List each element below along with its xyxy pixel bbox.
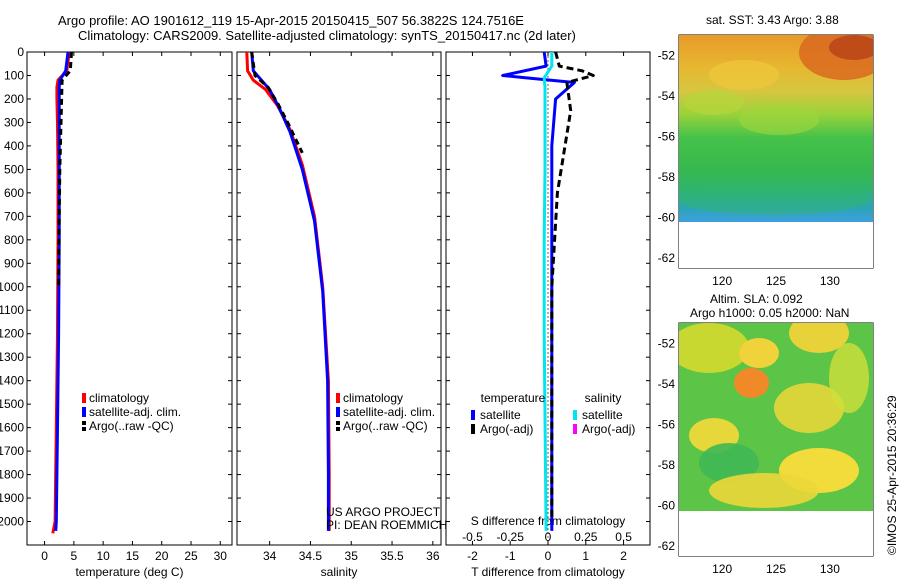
legend-label: climatology bbox=[89, 391, 149, 405]
y-tick-label: 0 bbox=[17, 45, 24, 59]
legend-label: Argo(-adj) bbox=[480, 422, 533, 436]
series-line-2-3 bbox=[250, 51, 304, 154]
map-x-tick-label: 120 bbox=[712, 562, 732, 576]
legend-label: satellite bbox=[480, 408, 521, 422]
map-y-tick-label: -54 bbox=[658, 89, 676, 103]
figure-title-line1: Argo profile: AO 1901612_119 15-Apr-2015… bbox=[58, 13, 524, 28]
sst-map-title: sat. SST: 3.43 Argo: 3.88 bbox=[706, 13, 839, 27]
series-line-2-2 bbox=[250, 51, 330, 531]
map-x-tick-label: 120 bbox=[712, 274, 732, 288]
y-tick-label: 800 bbox=[4, 233, 24, 247]
x-axis-label: T difference from climatology bbox=[471, 565, 625, 579]
y-tick-label: 1400 bbox=[0, 374, 24, 388]
x-tick-label: 20 bbox=[155, 549, 169, 563]
x-tick-label: 1 bbox=[582, 549, 589, 563]
map-y-tick-label: -56 bbox=[658, 417, 676, 431]
y-tick-label: 1500 bbox=[0, 397, 24, 411]
map-y-tick-label: -56 bbox=[658, 129, 676, 143]
y-tick-label: 600 bbox=[4, 186, 24, 200]
x-tick-label: 15 bbox=[126, 549, 140, 563]
legend-label: climatology bbox=[343, 391, 403, 405]
x-tick-label: 10 bbox=[96, 549, 110, 563]
x-tick-label: 30 bbox=[214, 549, 228, 563]
x-tick-label: -2 bbox=[467, 549, 478, 563]
sla-map-title-line1: Altim. SLA: 0.092 bbox=[710, 292, 803, 306]
x2-tick-label: 0 bbox=[545, 530, 552, 544]
y-tick-label: 1700 bbox=[0, 444, 24, 458]
x2-tick-label: 0.5 bbox=[615, 530, 632, 544]
project-annotation: US ARGO PROJECT bbox=[326, 505, 441, 519]
figure-title-line2: Climatology: CARS2009. Satellite-adjuste… bbox=[78, 28, 576, 43]
series-line-3-3 bbox=[542, 52, 554, 531]
y-tick-label: 1800 bbox=[0, 468, 24, 482]
map-x-tick-label: 125 bbox=[766, 562, 786, 576]
y-tick-label: 200 bbox=[4, 92, 24, 106]
plot-frame-2 bbox=[236, 51, 442, 546]
sst-heatmap bbox=[679, 35, 873, 268]
map-y-tick-label: -60 bbox=[658, 210, 676, 224]
y-tick-label: 2000 bbox=[0, 515, 24, 529]
map-y-tick-label: -54 bbox=[658, 377, 676, 391]
y-tick-label: 1100 bbox=[0, 303, 24, 317]
legend-label: Argo(..raw -QC) bbox=[89, 419, 174, 433]
y-tick-label: 1900 bbox=[0, 491, 24, 505]
legend-label: satellite bbox=[582, 408, 623, 422]
y-tick-label: 1600 bbox=[0, 421, 24, 435]
y-tick-label: 100 bbox=[4, 68, 24, 82]
map-y-tick-label: -52 bbox=[658, 48, 676, 62]
y-tick-label: 500 bbox=[4, 162, 24, 176]
x-axis-label: temperature (deg C) bbox=[75, 565, 183, 579]
x-tick-label: 35.5 bbox=[380, 549, 404, 563]
map-y-tick-label: -58 bbox=[658, 458, 676, 472]
y-tick-label: 900 bbox=[4, 256, 24, 270]
x-tick-label: 2 bbox=[620, 549, 627, 563]
legend-label: Argo(-adj) bbox=[582, 422, 635, 436]
y-tick-label: 700 bbox=[4, 209, 24, 223]
sla-heatmap bbox=[679, 323, 873, 556]
x-tick-label: 34 bbox=[263, 549, 277, 563]
y-tick-label: 1000 bbox=[0, 280, 24, 294]
legend-label: satellite-adj. clim. bbox=[343, 405, 435, 419]
legend-label: Argo(..raw -QC) bbox=[343, 419, 428, 433]
map-y-tick-label: -52 bbox=[658, 336, 676, 350]
x-tick-label: 34.5 bbox=[299, 549, 323, 563]
plot-frame-1 bbox=[26, 51, 233, 546]
x2-axis-label: S difference from climatology bbox=[471, 514, 626, 528]
y-tick-label: 1300 bbox=[0, 350, 24, 364]
series-line-1-2 bbox=[54, 51, 70, 531]
sla-map-title-line2: Argo h1000: 0.05 h2000: NaN bbox=[690, 306, 850, 320]
y-tick-label: 1200 bbox=[0, 327, 24, 341]
y-tick-label: 400 bbox=[4, 139, 24, 153]
map-y-tick-label: -62 bbox=[658, 251, 676, 265]
legend-label: satellite-adj. clim. bbox=[89, 405, 181, 419]
legend-header-temperature: temperature bbox=[481, 391, 546, 405]
x-tick-label: 0 bbox=[41, 549, 48, 563]
map-y-tick-label: -60 bbox=[658, 498, 676, 512]
map-x-tick-label: 130 bbox=[820, 274, 840, 288]
project-annotation: PI: DEAN ROEMMICH bbox=[326, 518, 447, 532]
x-tick-label: 5 bbox=[71, 549, 78, 563]
series-line-3-1 bbox=[501, 51, 576, 531]
x-axis-label: salinity bbox=[321, 565, 358, 579]
x-tick-label: 36 bbox=[426, 549, 440, 563]
x2-tick-label: 0.25 bbox=[574, 530, 598, 544]
x2-tick-label: -0.25 bbox=[497, 530, 525, 544]
x-tick-label: -1 bbox=[505, 549, 516, 563]
map-y-tick-label: -62 bbox=[658, 539, 676, 553]
x-tick-label: 25 bbox=[184, 549, 198, 563]
map-y-tick-label: -58 bbox=[658, 170, 676, 184]
y-tick-label: 300 bbox=[4, 115, 24, 129]
series-line-3-2 bbox=[550, 51, 595, 522]
imos-credit: ©IMOS 25-Apr-2015 20:36:29 bbox=[885, 395, 899, 555]
map-x-tick-label: 130 bbox=[820, 562, 840, 576]
series-line-1-3 bbox=[57, 51, 73, 287]
x-tick-label: 0 bbox=[545, 549, 552, 563]
x-tick-label: 35 bbox=[345, 549, 359, 563]
x2-tick-label: -0.5 bbox=[462, 530, 483, 544]
map-x-tick-label: 125 bbox=[766, 274, 786, 288]
legend-header-salinity: salinity bbox=[585, 391, 622, 405]
